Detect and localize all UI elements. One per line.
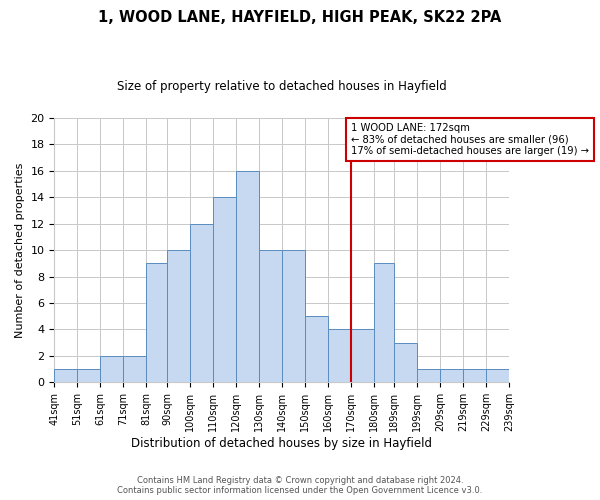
Text: Contains HM Land Registry data © Crown copyright and database right 2024.
Contai: Contains HM Land Registry data © Crown c… <box>118 476 482 495</box>
Bar <box>417 369 440 382</box>
Text: 1, WOOD LANE, HAYFIELD, HIGH PEAK, SK22 2PA: 1, WOOD LANE, HAYFIELD, HIGH PEAK, SK22 … <box>98 10 502 25</box>
Bar <box>55 369 77 382</box>
Bar <box>236 170 259 382</box>
Bar <box>305 316 328 382</box>
Bar <box>463 369 486 382</box>
Bar <box>190 224 213 382</box>
Bar <box>213 197 236 382</box>
Title: Size of property relative to detached houses in Hayfield: Size of property relative to detached ho… <box>117 80 446 93</box>
Bar <box>374 264 394 382</box>
Text: 1 WOOD LANE: 172sqm
← 83% of detached houses are smaller (96)
17% of semi-detach: 1 WOOD LANE: 172sqm ← 83% of detached ho… <box>350 123 589 156</box>
Bar <box>486 369 509 382</box>
X-axis label: Distribution of detached houses by size in Hayfield: Distribution of detached houses by size … <box>131 437 432 450</box>
Bar <box>328 330 350 382</box>
Bar <box>259 250 282 382</box>
Bar <box>123 356 146 382</box>
Bar <box>394 342 417 382</box>
Bar <box>350 330 374 382</box>
Bar <box>440 369 463 382</box>
Bar <box>77 369 100 382</box>
Y-axis label: Number of detached properties: Number of detached properties <box>15 162 25 338</box>
Bar <box>146 264 167 382</box>
Bar <box>100 356 123 382</box>
Bar <box>167 250 190 382</box>
Bar <box>282 250 305 382</box>
